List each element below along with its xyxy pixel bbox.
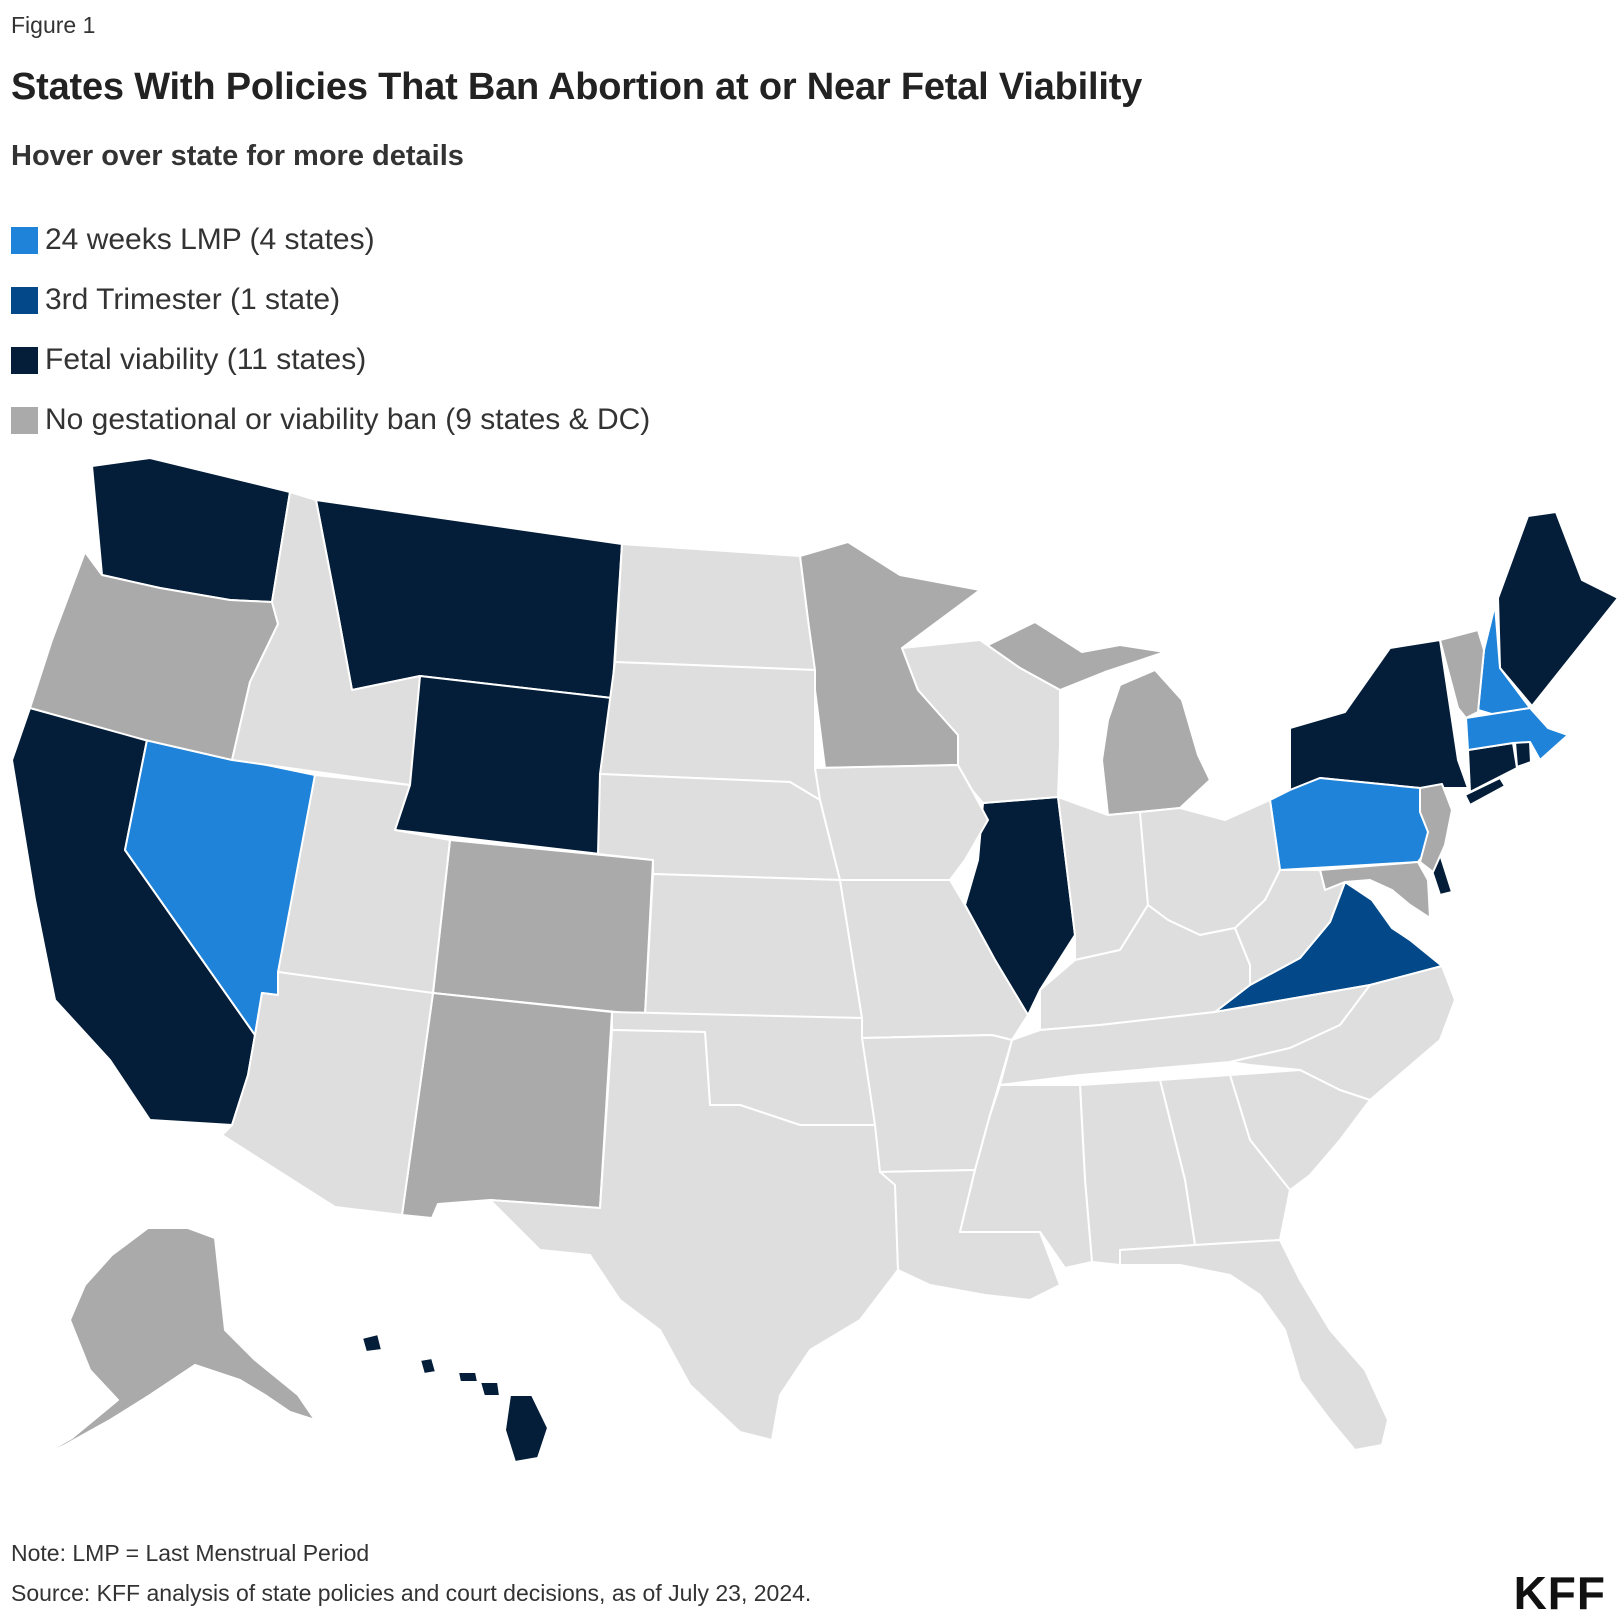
state-alaska[interactable]: [29, 1227, 316, 1463]
state-new-mexico[interactable]: [401, 992, 613, 1219]
legend-label: No gestational or viability ban (9 state…: [45, 403, 651, 436]
state-rhode-island[interactable]: [1514, 741, 1532, 768]
legend-item-3rd-trimester[interactable]: 3rd Trimester (1 state): [11, 270, 650, 330]
state-wisconsin[interactable]: [901, 639, 1061, 804]
state-michigan-lower[interactable]: [1101, 669, 1211, 816]
state-north-dakota[interactable]: [614, 543, 816, 671]
state-vermont[interactable]: [1439, 629, 1485, 719]
legend-label: 24 weeks LMP (4 states): [45, 223, 375, 256]
figure-label: Figure 1: [11, 12, 96, 38]
legend-item-24-weeks[interactable]: 24 weeks LMP (4 states): [11, 210, 650, 270]
legend-item-fetal-viability[interactable]: Fetal viability (11 states): [11, 330, 650, 390]
state-new-york[interactable]: [1289, 639, 1469, 791]
state-wyoming[interactable]: [394, 675, 613, 855]
state-massachusetts[interactable]: [1465, 707, 1569, 761]
state-hawaii[interactable]: [504, 1394, 549, 1463]
kff-logo: KFF: [1513, 1567, 1606, 1619]
legend-label: 3rd Trimester (1 state): [45, 283, 341, 316]
state-montana[interactable]: [315, 499, 623, 699]
us-map: [11, 457, 1619, 1463]
chart-subtitle: Hover over state for more details: [11, 140, 464, 172]
state-pennsylvania[interactable]: [1269, 777, 1443, 871]
state-kansas[interactable]: [644, 873, 863, 1019]
legend-item-no-ban[interactable]: No gestational or viability ban (9 state…: [11, 390, 650, 450]
legend-swatch: [11, 286, 38, 314]
state-colorado[interactable]: [432, 839, 654, 1016]
state-missouri[interactable]: [839, 879, 1029, 1041]
state-new-jersey[interactable]: [1419, 783, 1453, 873]
state-hawaii-islands[interactable]: [361, 1333, 501, 1397]
state-west-virginia[interactable]: [1234, 869, 1346, 986]
state-iowa[interactable]: [814, 764, 989, 881]
legend-swatch: [11, 226, 38, 254]
state-new-york-long-island[interactable]: [1464, 777, 1506, 806]
legend-swatch: [11, 406, 38, 434]
state-arizona[interactable]: [221, 971, 434, 1216]
state-texas[interactable]: [489, 1029, 899, 1441]
source: Source: KFF analysis of state policies a…: [11, 1580, 812, 1606]
legend: 24 weeks LMP (4 states) 3rd Trimester (1…: [11, 210, 650, 450]
note: Note: LMP = Last Menstrual Period: [11, 1540, 370, 1566]
chart-title: States With Policies That Ban Abortion a…: [11, 66, 1143, 108]
state-florida[interactable]: [1119, 1239, 1389, 1451]
state-mississippi[interactable]: [959, 1084, 1093, 1269]
legend-swatch: [11, 346, 38, 374]
legend-label: Fetal viability (11 states): [45, 343, 367, 376]
state-maine[interactable]: [1497, 511, 1619, 707]
